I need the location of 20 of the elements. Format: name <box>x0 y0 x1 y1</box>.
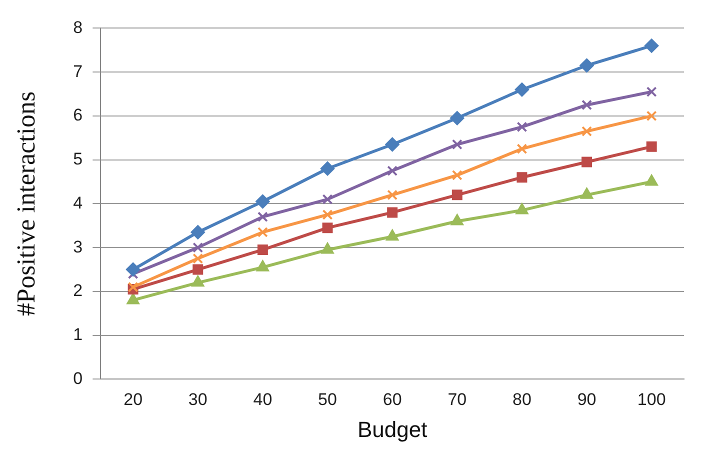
x-tick-label: 100 <box>637 390 666 410</box>
x-tick-label: 40 <box>253 390 272 410</box>
x-tick-label: 80 <box>512 390 532 410</box>
y-tick-label: 7 <box>73 62 83 81</box>
y-tick-label: 4 <box>73 193 83 212</box>
x-tick-label: 20 <box>124 390 143 410</box>
y-axis-title: #Positive interactions <box>11 91 40 316</box>
x-axis-title: Budget <box>357 416 428 442</box>
y-tick-label: 1 <box>73 325 83 344</box>
y-tick-label: 6 <box>73 106 83 125</box>
x-tick-label: 60 <box>382 390 402 410</box>
y-tick-label: 5 <box>73 150 83 169</box>
x-tick-label: 50 <box>318 390 337 410</box>
y-tick-label: 2 <box>73 281 83 300</box>
x-tick-label: 70 <box>448 390 467 410</box>
x-tick-label: 30 <box>188 390 208 410</box>
x-tick-label: 90 <box>577 390 596 410</box>
y-tick-label: 3 <box>73 237 83 256</box>
y-tick-label: 0 <box>73 368 83 388</box>
y-tick-label: 8 <box>73 18 83 37</box>
